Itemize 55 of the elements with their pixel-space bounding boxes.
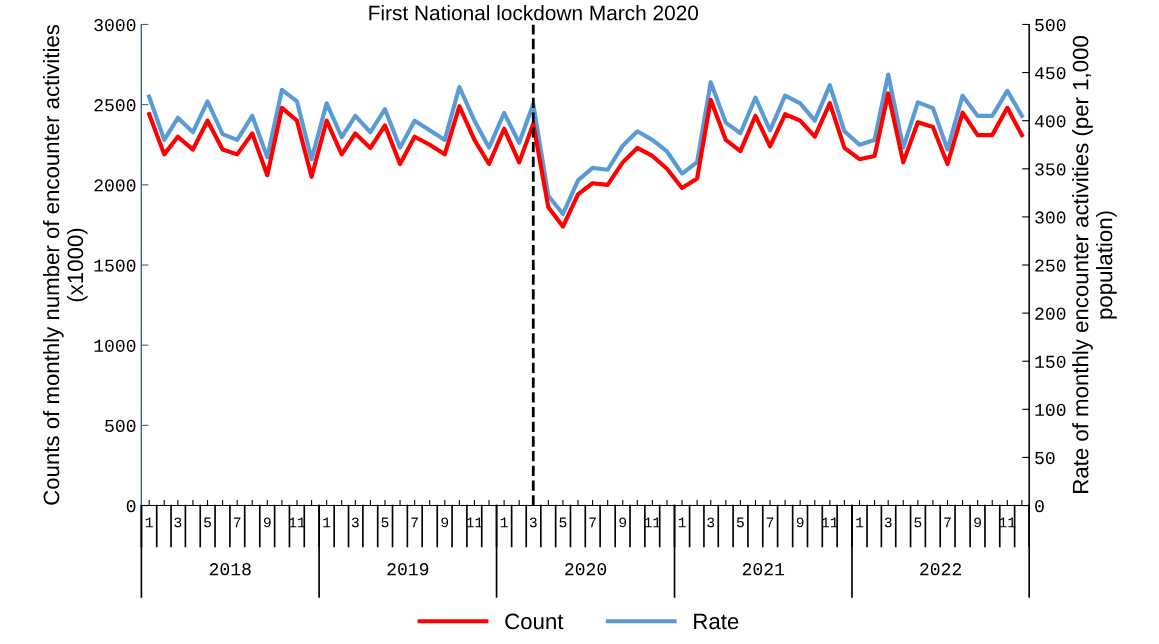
x-tick-label: 3: [529, 517, 537, 528]
x-tick-label: 3: [351, 517, 359, 528]
x-tick-label: 5: [381, 517, 389, 528]
x-tick-label: 1: [856, 517, 864, 528]
x-tick-label: 5: [204, 517, 211, 528]
x-tick-label: 1: [145, 517, 153, 528]
y2-tick-label: 250: [1035, 259, 1066, 272]
line-series: [147, 91, 1024, 229]
x-tick-label: 1: [678, 517, 686, 528]
y-tick-label: 3000: [94, 18, 136, 32]
x-tick-label: 9: [619, 517, 627, 528]
x-tick-label: 9: [796, 517, 804, 528]
y-tick-label: 500: [105, 419, 136, 433]
y2-tick-label: 450: [1034, 67, 1066, 80]
x-tick-label: 3: [707, 517, 715, 528]
text: 2018: [209, 563, 251, 576]
y-tick-label: 1500: [94, 259, 136, 272]
text: 2020: [565, 563, 607, 576]
x-tick-label: 5: [914, 517, 922, 528]
legend-label: Rate: [694, 613, 739, 630]
legend-label: Count: [505, 613, 564, 630]
text: 2019: [387, 563, 429, 576]
y2-tick-label: 50: [1035, 451, 1055, 465]
text: 2022: [920, 563, 961, 576]
x-tick-label: 3: [174, 517, 182, 528]
x-tick-label: 7: [944, 517, 951, 528]
x-tick-label: 9: [441, 517, 449, 528]
x-tick-label: 7: [589, 517, 596, 528]
line-series: [147, 72, 1024, 217]
x-tick-label: 7: [766, 517, 774, 528]
y2-axis-title: Rate of monthly encounter activities (per 1,000 population): [1072, 36, 1117, 493]
text: 2021: [742, 563, 785, 576]
ref-line-label: First National lockdown March 2020: [369, 5, 699, 21]
y-tick-label: 0: [126, 500, 136, 513]
y-tick-label: 2000: [94, 179, 136, 192]
x-tick-label: 7: [411, 517, 418, 528]
y2-tick-label: 150: [1035, 355, 1066, 368]
y2-tick-label: 200: [1035, 307, 1066, 320]
x-tick-label: 5: [736, 517, 744, 528]
x-tick-label: 1: [500, 517, 508, 528]
y2-tick-label: 350: [1035, 163, 1066, 176]
y2-tick-label: 100: [1035, 403, 1066, 417]
x-tick-label: 7: [233, 517, 241, 528]
y2-tick-label: 300: [1035, 211, 1066, 224]
y2-tick-label: 0: [1035, 500, 1044, 513]
x-tick-label: 3: [884, 517, 892, 528]
y-tick-label: 2500: [94, 99, 136, 112]
y-axis-title: Counts of monthly number of encounter activities (x1000): [42, 24, 88, 505]
y-tick-label: 1000: [94, 339, 136, 352]
x-tick-label: 5: [559, 517, 567, 528]
x-tick-label: 9: [263, 517, 271, 528]
y2-tick-label: 500: [1035, 18, 1066, 32]
x-tick-label: 1: [323, 517, 331, 528]
x-tick-label: 9: [974, 517, 982, 528]
y2-tick-label: 400: [1034, 115, 1066, 128]
